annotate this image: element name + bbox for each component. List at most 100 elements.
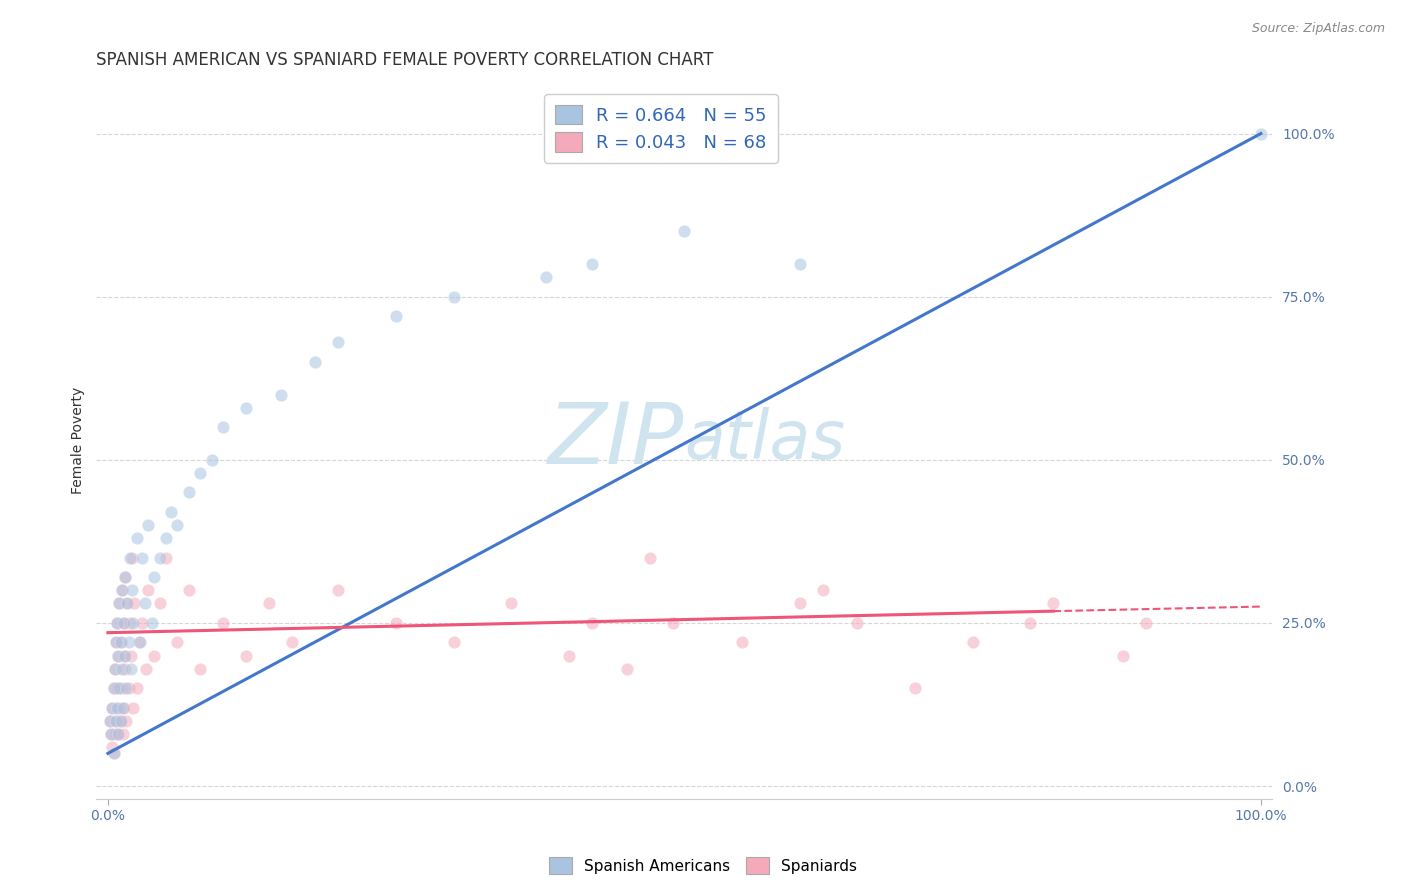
Point	[846, 615, 869, 630]
Point	[122, 700, 145, 714]
Point	[115, 714, 138, 728]
Point	[101, 739, 124, 754]
Point	[114, 648, 136, 663]
Point	[235, 401, 257, 415]
Point	[114, 570, 136, 584]
Point	[104, 635, 127, 649]
Point	[111, 662, 134, 676]
Point	[111, 681, 134, 695]
Point	[112, 700, 135, 714]
Point	[104, 635, 127, 649]
Point	[108, 596, 131, 610]
Point	[105, 681, 128, 695]
Point	[281, 635, 304, 649]
Point	[111, 583, 134, 598]
Text: Source: ZipAtlas.com: Source: ZipAtlas.com	[1251, 22, 1385, 36]
Point	[616, 662, 638, 676]
Point	[673, 224, 696, 238]
Point	[110, 714, 132, 728]
Point	[789, 257, 811, 271]
Point	[143, 570, 166, 584]
Point	[731, 635, 754, 649]
Point	[177, 485, 200, 500]
Point	[105, 615, 128, 630]
Point	[131, 550, 153, 565]
Point	[134, 596, 156, 610]
Legend: R = 0.664   N = 55, R = 0.043   N = 68: R = 0.664 N = 55, R = 0.043 N = 68	[544, 94, 778, 162]
Point	[662, 615, 685, 630]
Point	[107, 727, 129, 741]
Point	[177, 583, 200, 598]
Y-axis label: Female Poverty: Female Poverty	[72, 386, 86, 494]
Point	[581, 257, 603, 271]
Point	[235, 648, 257, 663]
Point	[904, 681, 927, 695]
Point	[304, 355, 326, 369]
Point	[131, 615, 153, 630]
Point	[141, 615, 163, 630]
Point	[212, 615, 235, 630]
Point	[166, 518, 188, 533]
Point	[111, 727, 134, 741]
Point	[100, 727, 122, 741]
Point	[125, 681, 148, 695]
Text: atlas: atlas	[685, 408, 845, 473]
Point	[120, 648, 142, 663]
Point	[789, 596, 811, 610]
Point	[103, 747, 125, 761]
Point	[135, 662, 157, 676]
Point	[1019, 615, 1042, 630]
Point	[104, 714, 127, 728]
Point	[581, 615, 603, 630]
Point	[111, 700, 134, 714]
Point	[120, 662, 142, 676]
Point	[328, 583, 350, 598]
Point	[188, 466, 211, 480]
Point	[125, 531, 148, 545]
Point	[117, 635, 139, 649]
Point	[107, 648, 129, 663]
Point	[108, 700, 131, 714]
Point	[1042, 596, 1064, 610]
Point	[188, 662, 211, 676]
Point	[111, 583, 134, 598]
Point	[112, 615, 135, 630]
Point	[108, 596, 131, 610]
Point	[201, 452, 224, 467]
Point	[166, 635, 188, 649]
Point	[103, 681, 125, 695]
Point	[136, 583, 159, 598]
Point	[117, 596, 139, 610]
Point	[101, 700, 124, 714]
Point	[121, 550, 143, 565]
Point	[270, 387, 292, 401]
Point	[1250, 127, 1272, 141]
Point	[112, 648, 135, 663]
Point	[328, 335, 350, 350]
Point	[136, 518, 159, 533]
Point	[114, 570, 136, 584]
Point	[1111, 648, 1133, 663]
Point	[121, 583, 143, 598]
Point	[1135, 615, 1157, 630]
Point	[104, 662, 127, 676]
Point	[105, 700, 128, 714]
Point	[104, 714, 127, 728]
Point	[143, 648, 166, 663]
Point	[103, 747, 125, 761]
Point	[100, 727, 122, 741]
Point	[110, 635, 132, 649]
Point	[212, 420, 235, 434]
Legend: Spanish Americans, Spaniards: Spanish Americans, Spaniards	[543, 851, 863, 880]
Point	[811, 583, 834, 598]
Point	[108, 681, 131, 695]
Point	[638, 550, 661, 565]
Point	[117, 681, 139, 695]
Point	[107, 648, 129, 663]
Point	[118, 550, 141, 565]
Point	[149, 550, 172, 565]
Point	[129, 635, 152, 649]
Point	[443, 290, 465, 304]
Point	[118, 615, 141, 630]
Point	[962, 635, 984, 649]
